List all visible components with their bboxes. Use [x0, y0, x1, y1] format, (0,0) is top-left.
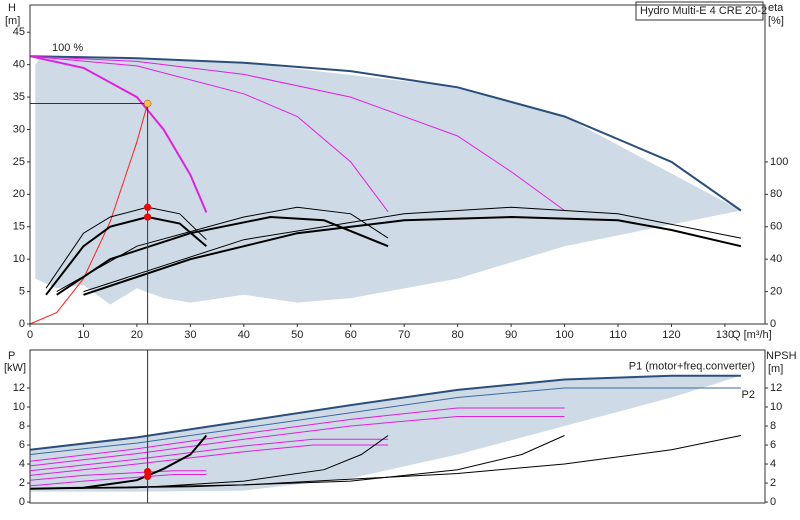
curve: [29, 103, 149, 325]
y2-tick-label: 40: [770, 253, 782, 265]
x-tick-label: 70: [398, 329, 410, 341]
y-tick-label: 10: [13, 401, 25, 413]
duty-point: [143, 203, 152, 212]
x-tick-label: 60: [345, 329, 357, 341]
x-tick-label: 110: [609, 329, 627, 341]
y-tick-label: 45: [13, 26, 25, 38]
duty-point: [143, 472, 152, 481]
plot-frame: [29, 4, 766, 325]
y-tick-label: 10: [13, 253, 25, 265]
curve: [29, 470, 207, 481]
y2-tick-label: 8: [770, 420, 776, 432]
curve: [29, 444, 389, 476]
annotation: 100 %: [52, 42, 83, 54]
x-tick-label: 10: [77, 329, 89, 341]
x-tick-label: 30: [184, 329, 196, 341]
y-tick-label: 35: [13, 91, 25, 103]
series-label: P1 (motor+freq.converter): [629, 361, 755, 373]
y-tick-label: 12: [13, 382, 25, 394]
curve: [29, 416, 565, 467]
duty-point: [143, 99, 152, 108]
x-tick-label: 0: [27, 329, 33, 341]
y2-tick-label: 80: [770, 188, 782, 200]
series-label: P2: [742, 389, 755, 401]
y-tick-label: 0: [19, 496, 25, 508]
y-tick-label: 30: [13, 123, 25, 135]
x-tick-label: 130: [716, 329, 734, 341]
curve: [29, 435, 742, 490]
x-axis-label: Q [m³/h]: [732, 329, 772, 341]
x-tick-label: 120: [662, 329, 680, 341]
curve: [29, 55, 565, 211]
y-tick-label: 8: [19, 420, 25, 432]
y2-tick-label: 12: [770, 382, 782, 394]
x-tick-label: 80: [452, 329, 464, 341]
y-axis-unit: [kW]: [4, 362, 26, 374]
curve: [29, 55, 742, 212]
y-tick-label: 20: [13, 188, 25, 200]
curve: [29, 374, 741, 451]
y-axis-unit: [m]: [5, 15, 20, 27]
y2-tick-label: 100: [770, 156, 788, 168]
x-tick-label: 20: [131, 329, 143, 341]
curve: [29, 435, 565, 490]
y2-tick-label: 20: [770, 285, 782, 297]
chart-title: Hydro Multi-E 4 CRE 20-2: [640, 5, 767, 17]
y2-axis-unit: [m]: [768, 363, 783, 375]
y-tick-label: 25: [13, 156, 25, 168]
x-tick-label: 90: [505, 329, 517, 341]
curve: [83, 206, 741, 293]
y2-tick-label: 60: [770, 221, 782, 233]
y2-axis-label: eta: [768, 2, 784, 14]
y-tick-label: 40: [13, 59, 25, 71]
y2-tick-label: 0: [770, 496, 776, 508]
title-box: [635, 1, 764, 21]
y2-axis-unit: [%]: [768, 15, 784, 27]
duty-point: [143, 213, 152, 221]
curve: [29, 55, 389, 213]
curve: [45, 215, 208, 296]
curve: [56, 206, 389, 293]
curve: [29, 407, 565, 462]
operating-area: [35, 56, 741, 305]
operating-area: [30, 375, 741, 492]
y2-tick-label: 6: [770, 439, 776, 451]
y2-tick-label: 4: [770, 458, 776, 470]
curve: [29, 474, 207, 487]
y-axis-label: H: [8, 2, 16, 14]
y2-tick-label: 10: [770, 401, 782, 413]
y-tick-label: 5: [19, 285, 25, 297]
y-tick-label: 4: [19, 458, 25, 470]
curve: [29, 438, 389, 472]
curve: [29, 387, 741, 455]
y2-axis-label: NPSH: [766, 350, 797, 362]
y2-tick-label: 0: [770, 318, 776, 330]
y-tick-label: 2: [19, 477, 25, 489]
curve: [29, 55, 208, 213]
y-tick-label: 0: [19, 318, 25, 330]
y2-tick-label: 2: [770, 477, 776, 489]
y-tick-label: 6: [19, 439, 25, 451]
x-tick-label: 50: [291, 329, 303, 341]
curve: [45, 206, 207, 289]
x-tick-label: 40: [238, 329, 250, 341]
x-tick-label: 100: [555, 329, 573, 341]
curve: [83, 215, 742, 296]
y-axis-label: P: [8, 350, 15, 362]
y-tick-label: 15: [13, 221, 25, 233]
